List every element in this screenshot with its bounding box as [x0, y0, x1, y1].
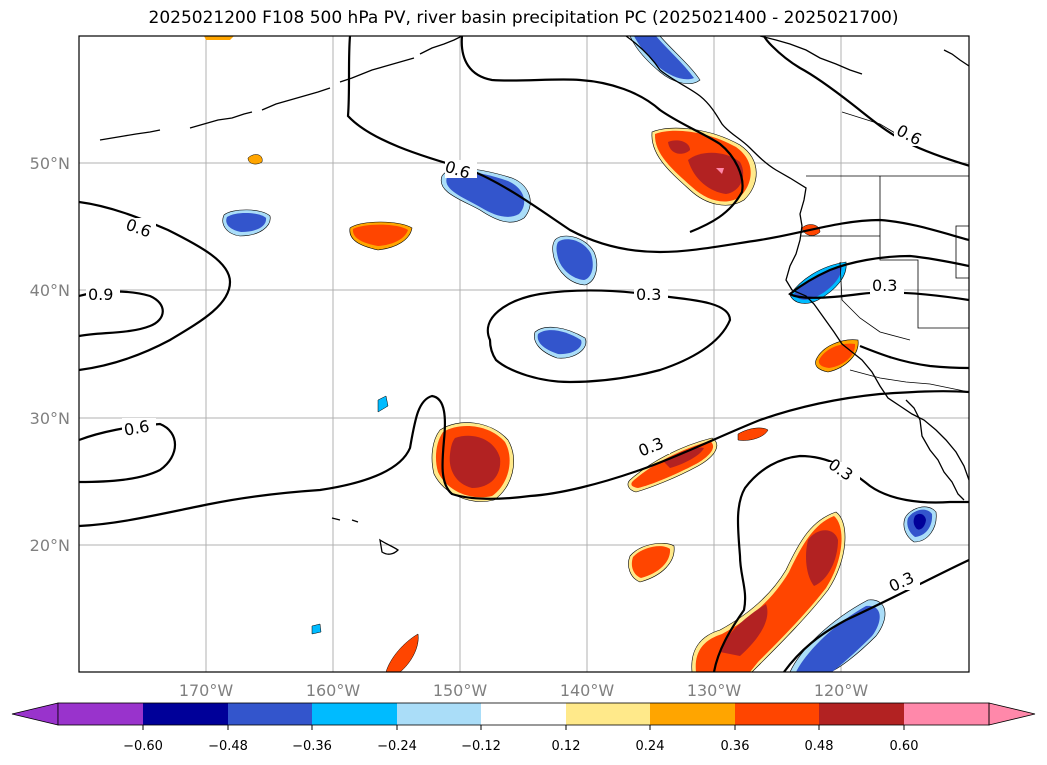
contour-label: 0.6 [123, 417, 151, 440]
colorbar-extend-low [11, 702, 59, 726]
longitude-labels: 170°W 160°W 150°W 140°W 130°W 120°W [179, 681, 869, 700]
colorbar-tick-label: −0.60 [123, 739, 163, 754]
colorbar-tick-label: −0.24 [377, 739, 417, 754]
colorbar-segment [819, 703, 904, 725]
colorbar-tick-label: −0.36 [292, 739, 332, 754]
colorbar-extend-high [988, 702, 1036, 726]
lon-label: 130°W [687, 681, 742, 700]
lon-label: 160°W [306, 681, 361, 700]
colorbar-tick-label: −0.48 [208, 739, 248, 754]
colorbar-segment [904, 703, 989, 725]
colorbar-segment [143, 703, 228, 725]
colorbar-segment [481, 703, 566, 725]
colorbar-tick-label: −0.12 [461, 739, 501, 754]
colorbar-tick-label: 0.36 [721, 739, 750, 754]
colorbar-segment [566, 703, 650, 725]
colorbar-tick-label: 0.48 [805, 739, 834, 754]
colorbar-tick-label: 0.24 [636, 739, 665, 754]
lat-label: 30°N [30, 409, 70, 428]
latitude-labels: 50°N 40°N 30°N 20°N [30, 154, 70, 555]
map-frame [78, 35, 970, 673]
colorbar-segment [650, 703, 735, 725]
lat-label: 50°N [30, 154, 70, 173]
political-borders [800, 111, 969, 393]
colorbar-ticks [142, 725, 905, 730]
colorbar-segment [397, 703, 481, 725]
coastlines [99, 36, 969, 555]
lon-label: 140°W [560, 681, 615, 700]
colorbar-tick-label: 0.12 [552, 739, 581, 754]
lat-label: 40°N [30, 281, 70, 300]
colorbar: −0.60 −0.48 −0.36 −0.24 −0.12 0.12 0.24 … [11, 702, 1036, 754]
pv-contours [79, 36, 969, 672]
colorbar-segment [312, 703, 397, 725]
contour-label: 0.3 [872, 276, 897, 295]
lon-label: 170°W [179, 681, 234, 700]
colorbar-tick-label: 0.60 [890, 739, 919, 754]
map-title: 2025021200 F108 500 hPa PV, river basin … [148, 8, 899, 28]
contour-label: 0.3 [636, 285, 661, 304]
contour-label: 0.9 [88, 285, 113, 304]
colorbar-segment [228, 703, 312, 725]
lon-label: 150°W [433, 681, 488, 700]
negative-pc-areas [222, 36, 937, 672]
lon-label: 120°W [814, 681, 869, 700]
colorbar-segment [735, 703, 819, 725]
lat-label: 20°N [30, 536, 70, 555]
colorbar-segment [58, 703, 143, 725]
